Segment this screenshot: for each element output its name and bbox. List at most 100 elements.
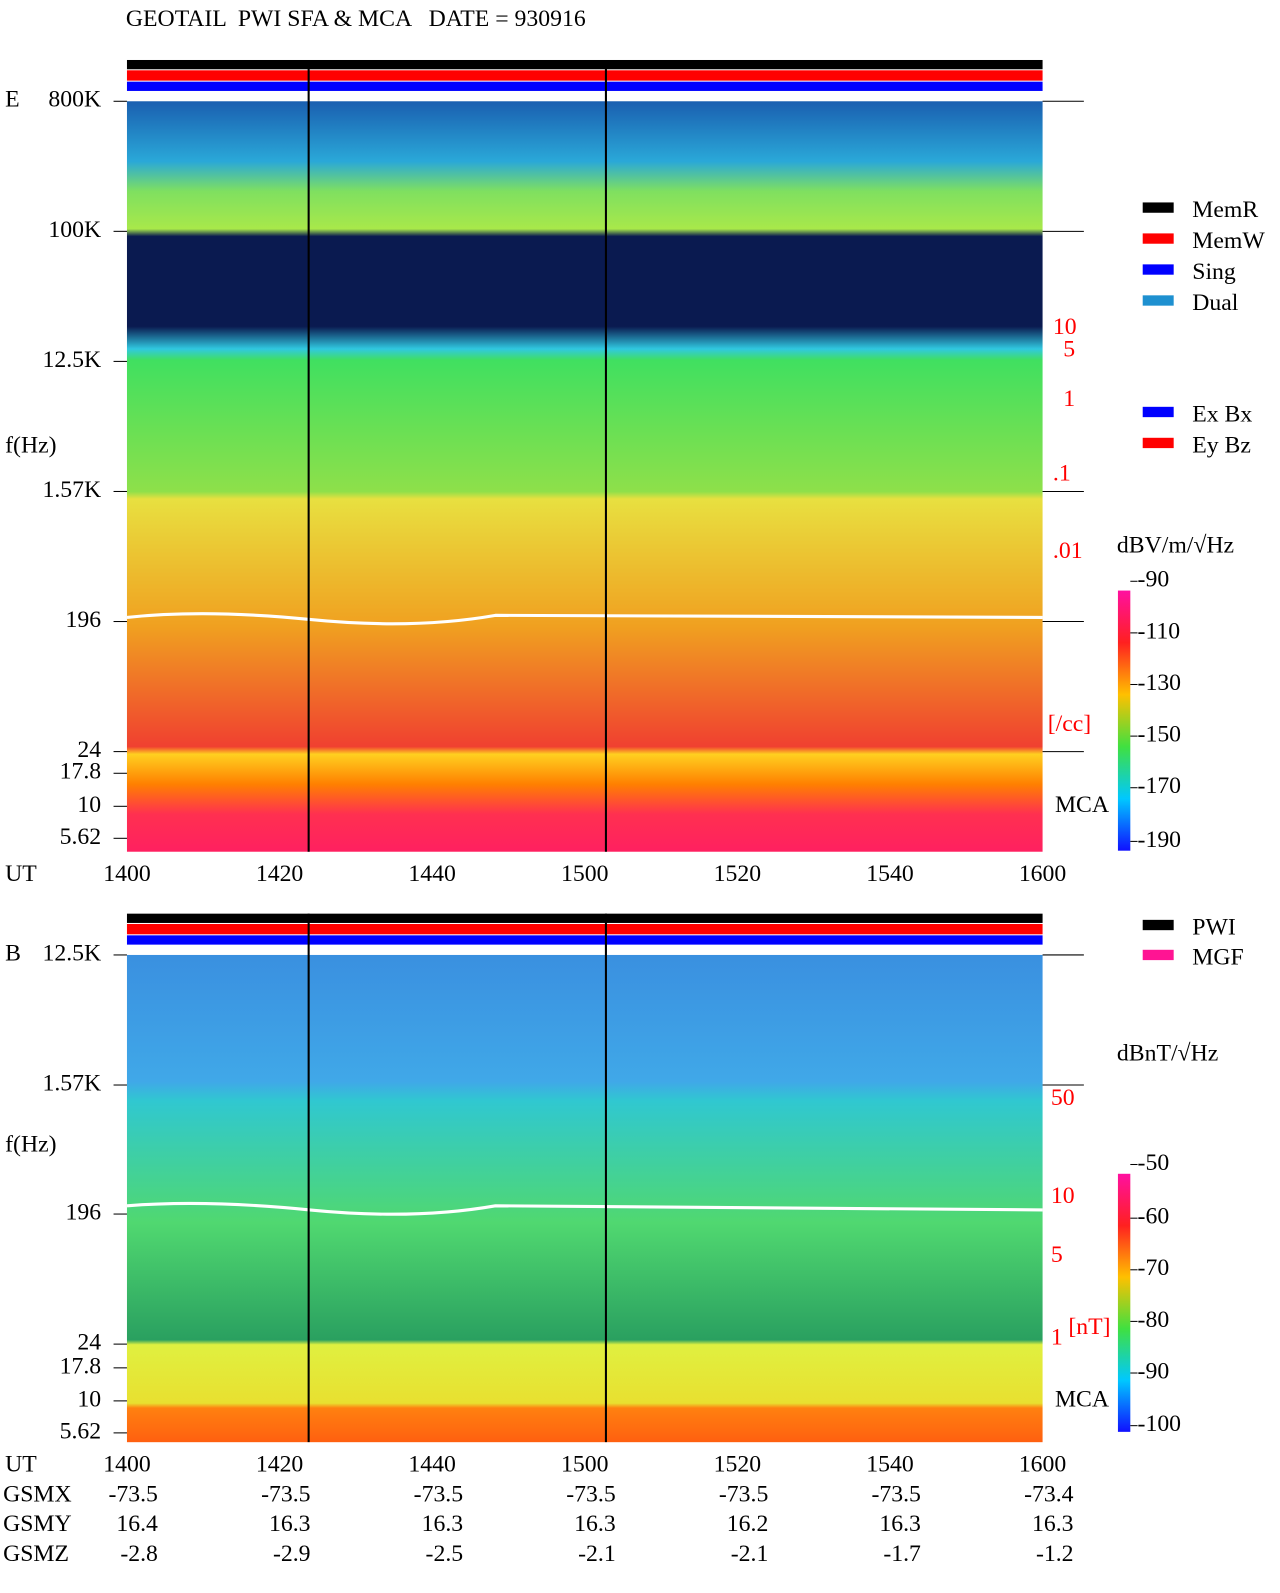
legend-swatch: [1142, 949, 1174, 961]
y-tick-label: 17.8: [60, 759, 102, 785]
x-tick-label: 1500: [561, 1451, 608, 1477]
x-tick-label: 1520: [714, 861, 761, 887]
x-tick-label: 1420: [256, 861, 303, 887]
x-tick-label: 1520: [714, 1451, 761, 1477]
orbit-value: 16.3: [269, 1511, 311, 1537]
x-tick-label: 1420: [256, 1451, 303, 1477]
colorbar-tick-label: -110: [1138, 618, 1181, 644]
density-label: .1: [1053, 460, 1071, 486]
colorbar-tick-label: -50: [1138, 1150, 1170, 1176]
y-tick-label: 5.62: [60, 824, 102, 850]
x-tick-label: 1500: [561, 861, 608, 887]
density-label: 1: [1051, 1324, 1063, 1350]
orbit-value: -2.1: [578, 1541, 616, 1567]
title: GEOTAIL PWI SFA & MCA DATE = 930916: [126, 6, 586, 32]
density-label: [/cc]: [1048, 711, 1091, 737]
orbit-value: -73.5: [261, 1481, 310, 1507]
colorbar-tick-label: -190: [1138, 827, 1182, 853]
density-label: .01: [1053, 538, 1083, 564]
orbit-value: -73.5: [108, 1481, 157, 1507]
y-tick-label: 196: [66, 1200, 102, 1226]
colorbar-tick-label: -130: [1138, 670, 1182, 696]
y-tick-label: 12.5K: [42, 940, 101, 966]
orbit-value: -73.5: [871, 1481, 920, 1507]
y-tick-label: 800K: [48, 87, 101, 113]
y-tick-label: 24: [77, 737, 101, 763]
legend-swatch: [1142, 264, 1174, 275]
panel-name: E: [5, 87, 20, 113]
orbit-value: -73.5: [414, 1481, 463, 1507]
orbit-label: GSMZ: [3, 1541, 69, 1567]
legend-label: Dual: [1192, 290, 1239, 316]
spectrogram-e: [126, 59, 1131, 852]
y-tick-label: 10: [77, 792, 101, 818]
x-tick-label: 1600: [1019, 1451, 1066, 1477]
colorbar-tick-label: -80: [1138, 1307, 1170, 1333]
y-tick-label: 17.8: [60, 1353, 102, 1379]
colorbar-tick-label: -60: [1138, 1204, 1170, 1230]
density-label: 1: [1063, 386, 1075, 412]
legend-label: MemW: [1192, 228, 1265, 254]
orbit-value: -2.1: [731, 1541, 769, 1567]
density-label: 50: [1051, 1085, 1075, 1111]
legend-label: MemR: [1192, 197, 1258, 223]
colorbar-tick-label: -150: [1138, 722, 1182, 748]
y-tick-label: 24: [77, 1330, 101, 1356]
colorbar-label: dBnT/√Hz: [1117, 1041, 1218, 1067]
orbit-label: GSMX: [3, 1481, 72, 1507]
y-axis-label: f(Hz): [5, 1131, 56, 1157]
density-label: 5: [1051, 1242, 1063, 1268]
orbit-value: -1.7: [883, 1541, 921, 1567]
y-tick-label: 12.5K: [42, 347, 101, 373]
orbit-value: 16.4: [116, 1511, 158, 1537]
x-tick-label: 1440: [408, 861, 455, 887]
orbit-value: -1.2: [1036, 1541, 1074, 1567]
x-tick-label: 1400: [103, 1451, 150, 1477]
orbit-value: -73.4: [1024, 1481, 1074, 1507]
colorbar-tick-label: -90: [1138, 1358, 1170, 1384]
legend-swatch: [1142, 202, 1174, 213]
orbit-value: -73.5: [566, 1481, 615, 1507]
legend-label: PWI: [1192, 915, 1236, 941]
spectrogram-b: [126, 913, 1131, 1443]
x-tick-label: 1540: [866, 1451, 913, 1477]
density-label: 10: [1053, 314, 1077, 340]
colorbar-label: dBV/m/√Hz: [1117, 533, 1234, 559]
legend-label: MGF: [1192, 945, 1243, 971]
mca-label: MCA: [1055, 1386, 1109, 1412]
density-label: 10: [1051, 1183, 1075, 1209]
y-tick-label: 100K: [48, 217, 101, 243]
x-axis-label: UT: [5, 861, 37, 887]
y-tick-label: 196: [66, 607, 102, 633]
density-label: [nT]: [1068, 1314, 1110, 1340]
orbit-value: 16.3: [879, 1511, 921, 1537]
density-label: 5: [1063, 337, 1075, 363]
y-axis-label: f(Hz): [5, 433, 56, 459]
colorbar-tick-label: -170: [1138, 773, 1182, 799]
y-tick-label: 5.62: [60, 1418, 102, 1444]
legend-swatch: [1142, 233, 1174, 244]
legend-label: Sing: [1192, 259, 1236, 285]
x-axis-label: UT: [5, 1451, 37, 1477]
orbit-value: 16.3: [1032, 1511, 1074, 1537]
orbit-value: 16.3: [574, 1511, 616, 1537]
y-tick-label: 10: [77, 1386, 101, 1412]
orbit-value: -73.5: [719, 1481, 768, 1507]
legend-swatch: [1142, 437, 1174, 449]
x-tick-label: 1440: [408, 1451, 455, 1477]
x-tick-label: 1540: [866, 861, 913, 887]
orbit-value: -2.9: [273, 1541, 311, 1567]
legend-swatch: [1142, 295, 1174, 306]
legend-swatch: [1142, 919, 1174, 931]
x-tick-label: 1600: [1019, 861, 1066, 887]
y-tick-label: 1.57K: [42, 477, 101, 503]
legend-label: Ey Bz: [1192, 433, 1251, 459]
orbit-value: -2.5: [426, 1541, 464, 1567]
colorbar-tick-label: -100: [1138, 1411, 1182, 1437]
colorbar-tick-label: -90: [1138, 567, 1170, 593]
legend-label: Ex Bx: [1192, 402, 1252, 428]
y-tick-label: 1.57K: [42, 1070, 101, 1096]
panel-name: B: [5, 940, 21, 966]
legend-swatch: [1142, 406, 1174, 418]
